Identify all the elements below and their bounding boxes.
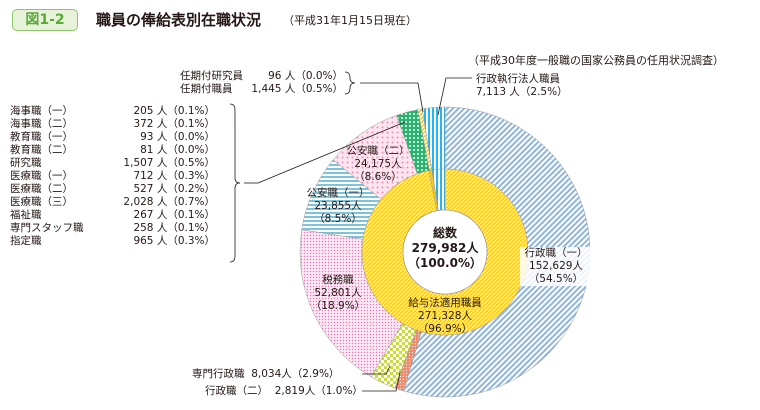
- label-koan2: 公安職（二） 24,175人 （8.6%）: [346, 145, 410, 184]
- item-name: 教育職（一）: [10, 131, 73, 143]
- item-name: 福祉職: [10, 209, 42, 221]
- item-value: 205 人（0.1%）: [133, 105, 215, 117]
- label-pct: （18.9%）: [310, 300, 366, 312]
- label-name: 行政執行法人職員: [476, 73, 560, 85]
- list-item: 任期付研究員 96 人（0.0%）: [180, 70, 343, 83]
- label-count: 152,629人: [520, 260, 592, 273]
- leader-lines: [229, 71, 472, 392]
- label-koan1: 公安職（一） 23,855人 （8.5%）: [306, 187, 370, 226]
- label-name: 給与法適用職員: [408, 297, 482, 309]
- chart-title: 職員の俸給表別在職状況: [96, 11, 262, 29]
- total-pct: （100.0%）: [408, 256, 482, 270]
- label-pct: （2.5%）: [519, 86, 568, 98]
- label-count: 2,819人: [274, 385, 316, 397]
- list-item: 医療職（二） 527 人（0.2%）: [10, 183, 215, 196]
- label-count: 23,855人: [314, 200, 362, 212]
- label-pct: （96.9%）: [417, 323, 473, 335]
- item-name: 海事職（二）: [10, 118, 73, 130]
- item-value: 712 人（0.3%）: [133, 170, 215, 182]
- item-value: 1,507 人（0.5%）: [123, 157, 215, 169]
- item-name: 指定職: [10, 235, 42, 247]
- label-pct: （2.9%）: [291, 368, 340, 380]
- others-list: 海事職（一） 205 人（0.1%） 海事職（二） 372 人（0.1%） 教育職（一）…: [10, 105, 215, 248]
- label-name: 行政職（二）: [205, 385, 268, 397]
- label-gyosei1: 行政職（一） 152,629人 （54.5%）: [520, 247, 592, 286]
- item-name: 医療職（三）: [10, 196, 73, 208]
- item-name: 任期付研究員: [180, 70, 243, 82]
- label-pct: （8.6%）: [354, 171, 402, 183]
- center-label: 総数 279,982人 （100.0%）: [395, 226, 495, 271]
- item-value: 267 人（0.1%）: [133, 209, 215, 221]
- label-zeimu: 税務職 52,801人 （18.9%）: [308, 274, 368, 313]
- list-item: 研究職 1,507 人（0.5%）: [10, 157, 215, 170]
- fixed-term-brace: [344, 71, 356, 95]
- chart-subtitle: （平成31年1月15日現在）: [283, 14, 417, 27]
- label-name: 専門行政職: [192, 368, 245, 380]
- item-name: 医療職（二）: [10, 183, 73, 195]
- item-value: 1,445 人（0.5%）: [251, 83, 343, 95]
- list-item: 任期付職員 1,445 人（0.5%）: [180, 83, 343, 96]
- figure-badge: 図1-2: [12, 9, 78, 31]
- item-value: 2,028 人（0.7%）: [123, 196, 215, 208]
- label-pct: （1.0%）: [315, 385, 363, 397]
- label-gyosei-shikko: 行政執行法人職員 7,113 人（2.5%）: [476, 73, 568, 99]
- label-count: 7,113 人: [476, 86, 520, 98]
- list-item: 海事職（一） 205 人（0.1%）: [10, 105, 215, 118]
- item-name: 教育職（二）: [10, 144, 73, 156]
- item-name: 海事職（一）: [10, 105, 73, 117]
- item-value: 81 人（0.0%）: [140, 144, 215, 156]
- item-name: 任期付職員: [180, 83, 233, 95]
- list-item: 福祉職 267 人（0.1%）: [10, 209, 215, 222]
- item-value: 527 人（0.2%）: [133, 183, 215, 195]
- list-item: 指定職 965 人（0.3%）: [10, 235, 215, 248]
- chart-source: （平成30年度一般職の国家公務員の任用状況調査）: [468, 54, 724, 67]
- item-value: 372 人（0.1%）: [133, 118, 215, 130]
- item-value: 96 人（0.0%）: [268, 70, 343, 82]
- item-name: 専門スタッフ職: [10, 222, 84, 234]
- list-item: 海事職（二） 372 人（0.1%）: [10, 118, 215, 131]
- center-hole: [402, 209, 488, 295]
- label-count: 24,175人: [354, 158, 402, 170]
- item-value: 965 人（0.3%）: [133, 235, 215, 247]
- label-pct: （54.5%）: [520, 273, 592, 286]
- list-item: 専門スタッフ職 258 人（0.1%）: [10, 222, 215, 235]
- label-gyosei2: 行政職（二） 2,819人（1.0%）: [205, 385, 363, 398]
- label-name: 公安職（二）: [346, 145, 410, 157]
- item-name: 医療職（一）: [10, 170, 73, 182]
- others-brace: [229, 103, 241, 263]
- list-item: 教育職（一） 93 人（0.0%）: [10, 131, 215, 144]
- label-kyuyoho: 給与法適用職員 271,328人 （96.9%）: [395, 297, 495, 336]
- label-senmon-gyosei: 専門行政職 8,034人（2.9%）: [192, 368, 339, 381]
- fixed-term-list: 任期付研究員 96 人（0.0%） 任期付職員 1,445 人（0.5%）: [180, 70, 343, 96]
- label-name: 公安職（一）: [306, 187, 370, 199]
- label-count: 8,034人: [251, 368, 292, 380]
- item-value: 93 人（0.0%）: [140, 131, 215, 143]
- total-count: 279,982人: [411, 241, 479, 255]
- total-label: 総数: [432, 226, 457, 240]
- list-item: 医療職（三） 2,028 人（0.7%）: [10, 196, 215, 209]
- label-name: 税務職: [322, 274, 354, 286]
- list-item: 医療職（一） 712 人（0.3%）: [10, 170, 215, 183]
- item-value: 258 人（0.1%）: [133, 222, 215, 234]
- label-name: 行政職（一）: [520, 247, 592, 260]
- label-count: 271,328人: [418, 310, 472, 322]
- item-name: 研究職: [10, 157, 42, 169]
- list-item: 教育職（二） 81 人（0.0%）: [10, 144, 215, 157]
- label-count: 52,801人: [314, 287, 362, 299]
- label-pct: （8.5%）: [314, 213, 362, 225]
